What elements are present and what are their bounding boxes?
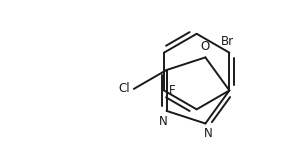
Text: Br: Br [221, 35, 234, 48]
Text: N: N [159, 115, 168, 128]
Text: N: N [204, 127, 213, 141]
Text: F: F [169, 84, 176, 97]
Text: Cl: Cl [118, 82, 130, 95]
Text: O: O [201, 40, 210, 53]
